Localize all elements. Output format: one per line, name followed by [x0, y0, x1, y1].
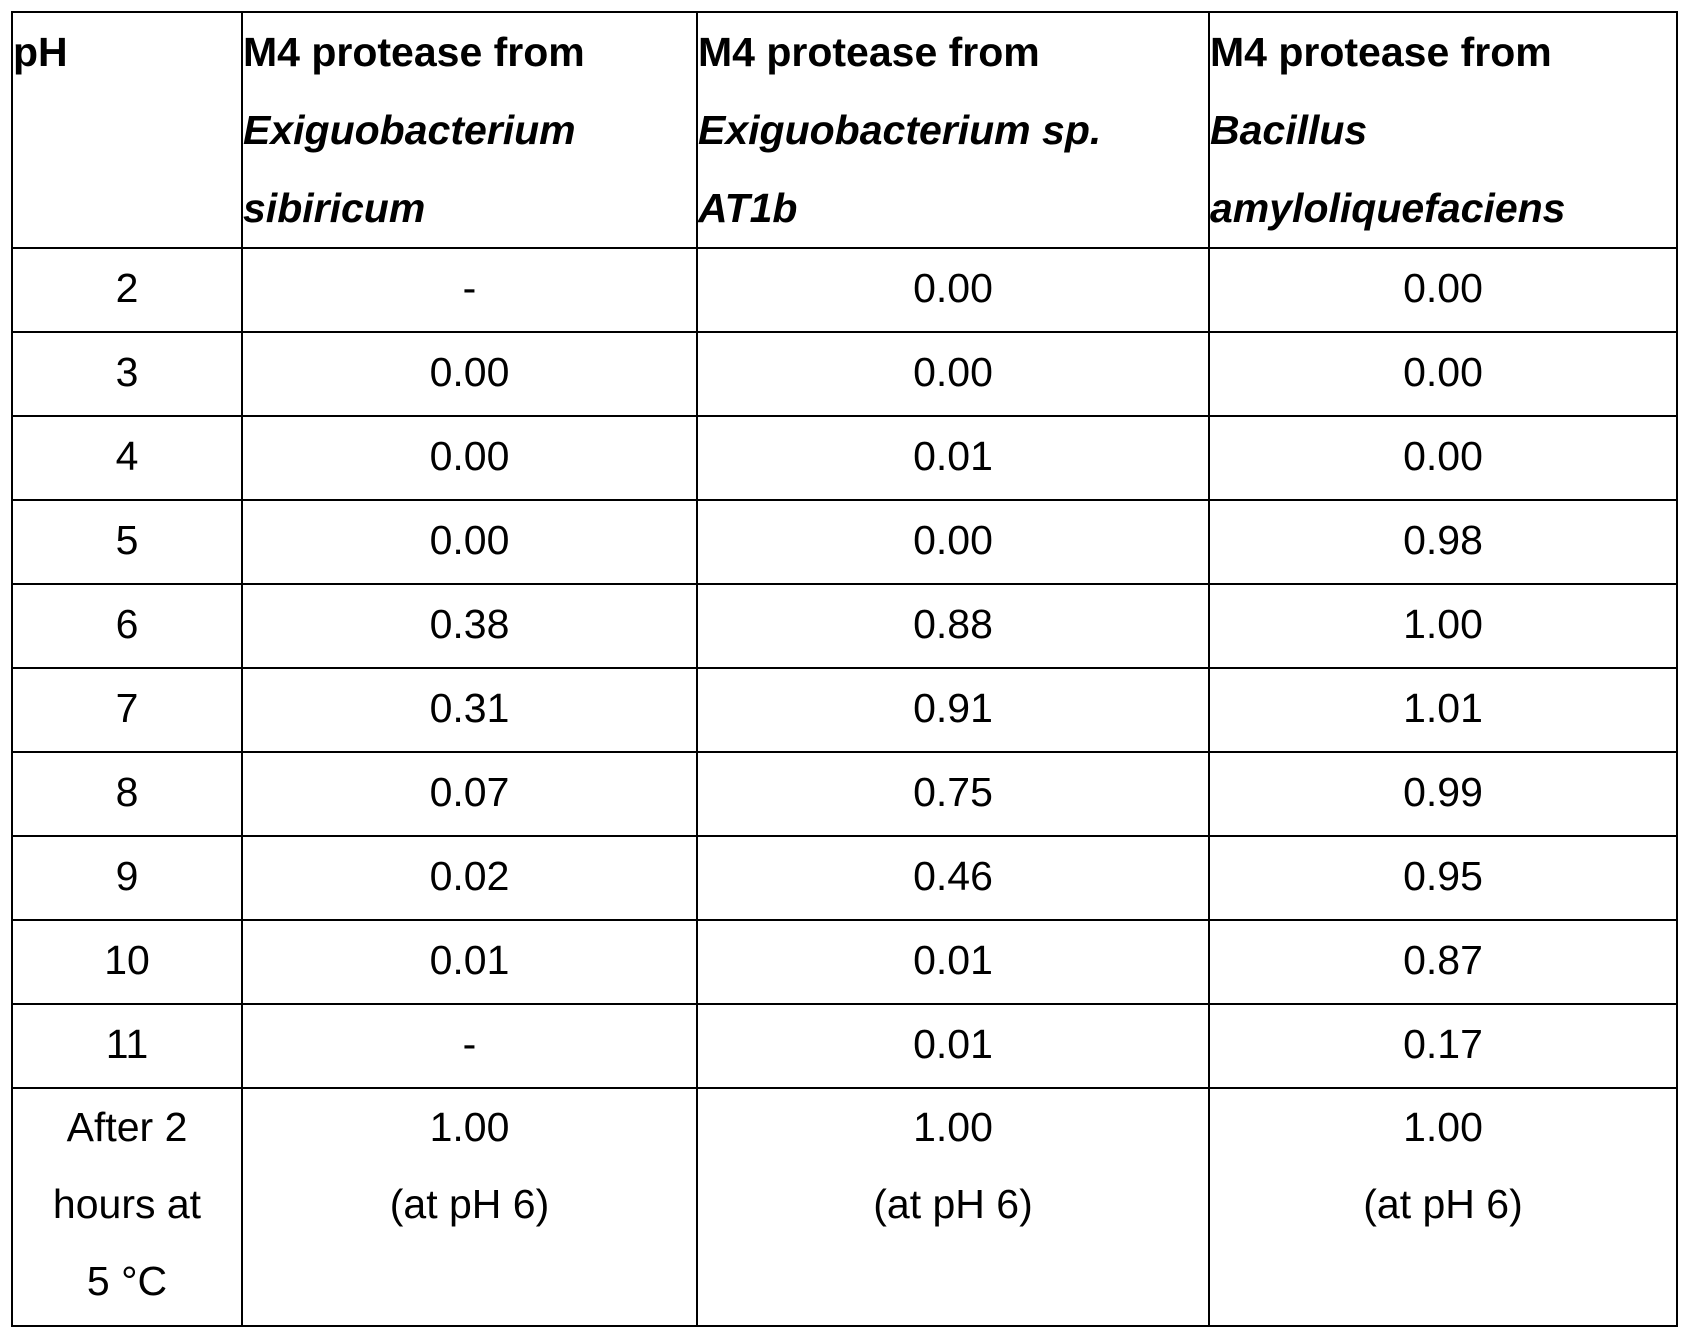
header-line-species: Bacillus	[1210, 107, 1368, 153]
value-cell: 0.00	[696, 499, 1210, 585]
header-cell-ph: pH	[11, 11, 243, 249]
value-cell: 0.00	[1208, 415, 1678, 501]
value-cell: 1.00	[1208, 583, 1678, 669]
table-row: 2 - 0.00 0.00	[11, 247, 1678, 333]
ph-cell: 8	[11, 751, 243, 837]
value-cell: 1.00 (at pH 6)	[241, 1087, 698, 1327]
header-cell-exiguobacterium-sibiricum: M4 protease from Exiguobacterium sibiric…	[241, 11, 698, 249]
header-cell-bacillus-amyloliquefaciens: M4 protease from Bacillus amyloliquefaci…	[1208, 11, 1678, 249]
value-cell: 0.91	[696, 667, 1210, 753]
ph-cell: 3	[11, 331, 243, 417]
ph-cell: 4	[11, 415, 243, 501]
ph-cell: 10	[11, 919, 243, 1005]
value-note: (at pH 6)	[1363, 1181, 1523, 1227]
value-cell: 0.98	[1208, 499, 1678, 585]
value-cell: 1.00 (at pH 6)	[696, 1087, 1210, 1327]
value-cell: 0.00	[241, 499, 698, 585]
ph-cell: 7	[11, 667, 243, 753]
value-cell: 0.95	[1208, 835, 1678, 921]
value-cell: 0.02	[241, 835, 698, 921]
table-row: 7 0.31 0.91 1.01	[11, 667, 1678, 753]
ph-cell: 2	[11, 247, 243, 333]
value-line: 1.00	[913, 1104, 993, 1150]
value-cell: 0.17	[1208, 1003, 1678, 1089]
value-note: (at pH 6)	[389, 1181, 550, 1227]
value-cell: 0.01	[696, 415, 1210, 501]
value-cell: 0.99	[1208, 751, 1678, 837]
table-row: 3 0.00 0.00 0.00	[11, 331, 1678, 417]
condition-line: After 2	[66, 1104, 188, 1150]
value-cell: 0.87	[1208, 919, 1678, 1005]
value-cell: 0.07	[241, 751, 698, 837]
value-cell: 0.31	[241, 667, 698, 753]
condition-cell: After 2 hours at 5 °C	[11, 1087, 243, 1327]
value-cell: 1.01	[1208, 667, 1678, 753]
value-cell: -	[241, 247, 698, 333]
value-cell: -	[241, 1003, 698, 1089]
value-cell: 0.00	[696, 247, 1210, 333]
value-cell: 0.01	[241, 919, 698, 1005]
header-line-species: amyloliquefaciens	[1210, 185, 1566, 231]
value-cell: 0.00	[696, 331, 1210, 417]
table-body: 2 - 0.00 0.00 3 0.00 0.00 0.00 4 0.00 0.…	[11, 247, 1678, 1327]
value-cell: 0.38	[241, 583, 698, 669]
ph-cell: 5	[11, 499, 243, 585]
header-line-species: Exiguobacterium sp.	[698, 107, 1102, 153]
table-header: pH M4 protease from Exiguobacterium sibi…	[11, 11, 1678, 249]
header-row: pH M4 protease from Exiguobacterium sibi…	[11, 11, 1678, 249]
value-cell: 0.88	[696, 583, 1210, 669]
table-row: 11 - 0.01 0.17	[11, 1003, 1678, 1089]
value-line: 1.00	[429, 1104, 510, 1150]
table-row: 5 0.00 0.00 0.98	[11, 499, 1678, 585]
header-line-species: AT1b	[698, 185, 798, 231]
value-cell: 0.01	[696, 919, 1210, 1005]
value-line: 1.00	[1403, 1104, 1483, 1150]
table-row: 6 0.38 0.88 1.00	[11, 583, 1678, 669]
value-cell: 0.00	[241, 415, 698, 501]
value-cell: 1.00 (at pH 6)	[1208, 1087, 1678, 1327]
header-line-species: sibiricum	[243, 185, 426, 231]
header-line-species: Exiguobacterium	[243, 107, 576, 153]
table-row-after-storage: After 2 hours at 5 °C 1.00 (at pH 6) 1.0…	[11, 1087, 1678, 1327]
table-row: 4 0.00 0.01 0.00	[11, 415, 1678, 501]
value-cell: 0.00	[1208, 331, 1678, 417]
value-cell: 0.75	[696, 751, 1210, 837]
ph-cell: 11	[11, 1003, 243, 1089]
header-line: pH	[13, 29, 68, 75]
value-cell: 0.00	[241, 331, 698, 417]
value-cell: 0.46	[696, 835, 1210, 921]
condition-line: hours at	[52, 1181, 202, 1227]
condition-line: 5 °C	[86, 1258, 168, 1304]
header-cell-exiguobacterium-at1b: M4 protease from Exiguobacterium sp. AT1…	[696, 11, 1210, 249]
ph-cell: 6	[11, 583, 243, 669]
data-table: pH M4 protease from Exiguobacterium sibi…	[11, 11, 1678, 1327]
ph-cell: 9	[11, 835, 243, 921]
table-row: 10 0.01 0.01 0.87	[11, 919, 1678, 1005]
value-cell: 0.00	[1208, 247, 1678, 333]
header-line: M4 protease from	[243, 29, 585, 75]
table-row: 9 0.02 0.46 0.95	[11, 835, 1678, 921]
header-line: M4 protease from	[698, 29, 1040, 75]
table-row: 8 0.07 0.75 0.99	[11, 751, 1678, 837]
value-cell: 0.01	[696, 1003, 1210, 1089]
value-note: (at pH 6)	[873, 1181, 1033, 1227]
header-line: M4 protease from	[1210, 29, 1552, 75]
